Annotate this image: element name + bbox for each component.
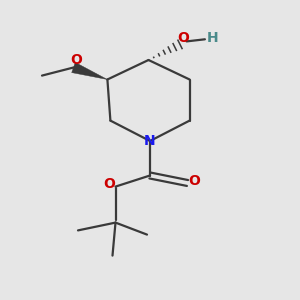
Text: N: N	[144, 134, 156, 148]
Text: O: O	[188, 174, 200, 188]
Text: O: O	[177, 32, 189, 45]
Polygon shape	[72, 62, 107, 80]
Text: O: O	[70, 53, 83, 67]
Text: H: H	[206, 32, 218, 45]
Text: O: O	[103, 177, 115, 190]
